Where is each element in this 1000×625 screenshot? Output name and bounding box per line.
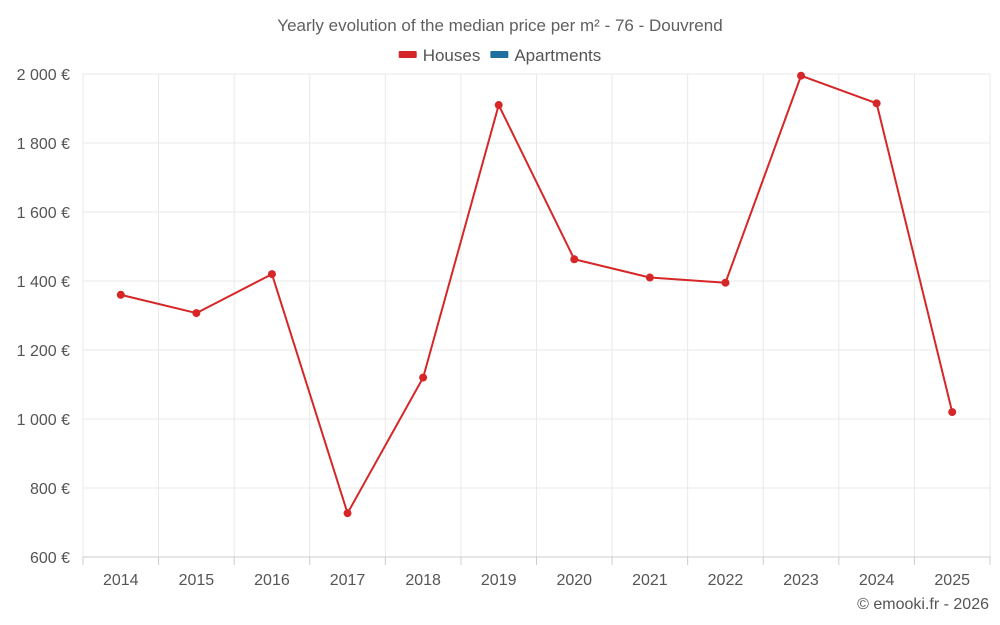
data-point[interactable] bbox=[494, 101, 503, 110]
legend-label: Apartments bbox=[514, 46, 601, 65]
data-point[interactable] bbox=[343, 509, 352, 518]
data-point[interactable] bbox=[419, 373, 428, 382]
y-tick-label: 1 000 € bbox=[17, 412, 70, 429]
grid bbox=[82, 73, 991, 557]
x-tick-label: 2018 bbox=[405, 572, 441, 589]
chart-title: Yearly evolution of the median price per… bbox=[277, 16, 722, 35]
x-tick-label: 2017 bbox=[330, 572, 366, 589]
x-axis: 2014 2015 2016 2017 2018 2019 2020 2021 2022 2023… bbox=[82, 556, 991, 589]
x-tick-label: 2025 bbox=[934, 572, 970, 589]
data-point[interactable] bbox=[872, 99, 881, 108]
data-point[interactable] bbox=[797, 71, 806, 80]
credit-text: © emooki.fr - 2026 bbox=[857, 596, 989, 613]
x-tick-label: 2021 bbox=[632, 572, 668, 589]
series-layer bbox=[116, 71, 957, 518]
y-tick-label: 600 € bbox=[30, 550, 70, 567]
series-line-houses bbox=[120, 74, 954, 515]
legend-label: Houses bbox=[423, 46, 481, 65]
y-tick-label: 1 600 € bbox=[17, 205, 70, 222]
x-tick-label: 2024 bbox=[859, 572, 895, 589]
legend-swatch bbox=[490, 51, 509, 58]
y-axis: 600 € 800 € 1 000 € 1 200 € 1 400 € 1 600 € 1 … bbox=[17, 67, 70, 567]
legend-item-houses[interactable]: Houses bbox=[398, 46, 481, 65]
legend-swatch bbox=[398, 51, 417, 58]
x-tick-label: 2015 bbox=[179, 572, 215, 589]
x-tick-label: 2016 bbox=[254, 572, 290, 589]
x-tick-label: 2019 bbox=[481, 572, 517, 589]
y-tick-label: 800 € bbox=[30, 481, 70, 498]
legend-item-apartments[interactable]: Apartments bbox=[490, 46, 601, 65]
x-tick-label: 2020 bbox=[556, 572, 592, 589]
y-tick-label: 1 400 € bbox=[17, 274, 70, 291]
data-point[interactable] bbox=[116, 290, 125, 299]
y-tick-label: 1 800 € bbox=[17, 136, 70, 153]
x-tick-label: 2014 bbox=[103, 572, 139, 589]
data-point[interactable] bbox=[192, 309, 201, 318]
data-point[interactable] bbox=[948, 408, 957, 417]
data-point[interactable] bbox=[721, 278, 730, 287]
y-tick-label: 2 000 € bbox=[17, 67, 70, 84]
data-point[interactable] bbox=[570, 255, 579, 264]
x-tick-label: 2023 bbox=[783, 572, 819, 589]
data-point[interactable] bbox=[267, 270, 276, 279]
y-tick-label: 1 200 € bbox=[17, 343, 70, 360]
data-point[interactable] bbox=[645, 273, 654, 282]
legend: Houses Apartments bbox=[398, 46, 601, 65]
x-tick-label: 2022 bbox=[708, 572, 744, 589]
